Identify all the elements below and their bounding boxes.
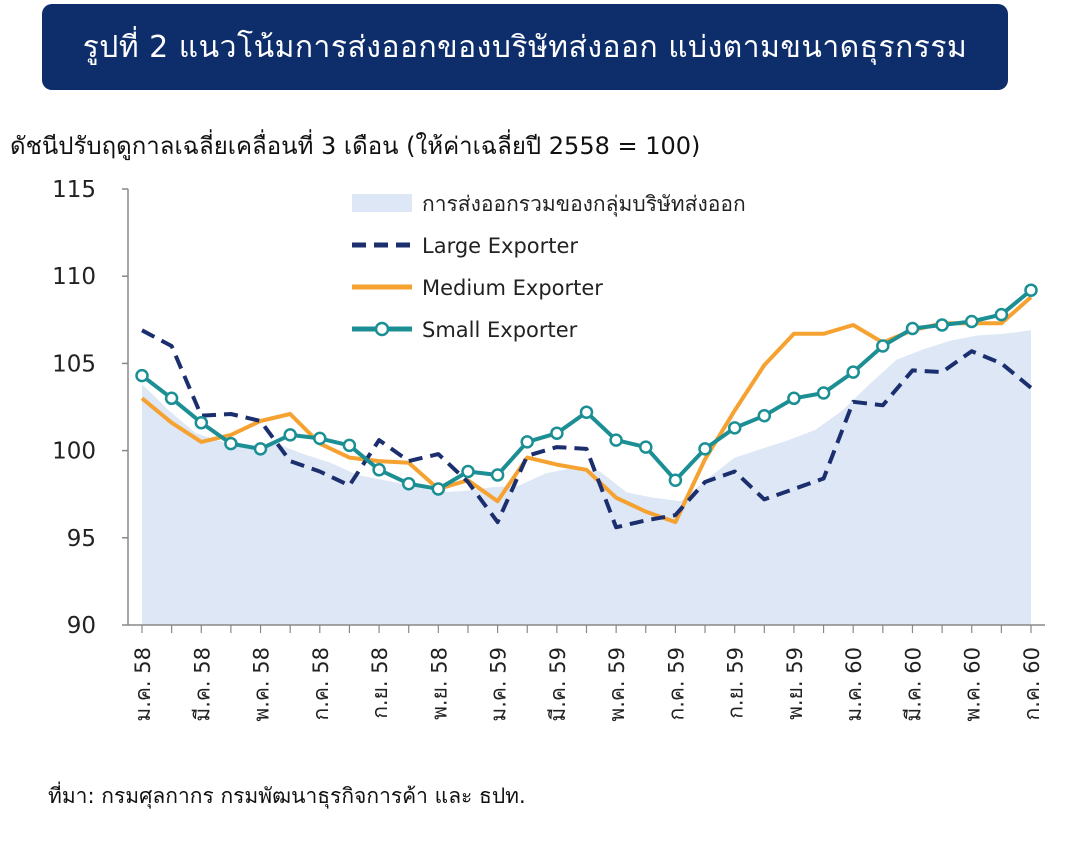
series-small-marker — [372, 463, 386, 477]
x-tick-label: พ.ย. 59 — [783, 647, 807, 720]
series-small-marker — [164, 391, 179, 406]
series-large-line — [141, 328, 1033, 530]
series-small-marker — [1024, 283, 1038, 297]
x-tick-label: พ.ค. 58 — [250, 647, 274, 722]
series-small-marker — [401, 476, 416, 491]
series-small-marker — [253, 442, 268, 456]
x-tick-label: ก.ย. 59 — [724, 647, 748, 719]
chart-title: รูปที่ 2 แนวโน้มการส่งออกของบริษัทส่งออก… — [82, 29, 968, 65]
title-banner: รูปที่ 2 แนวโน้มการส่งออกของบริษัทส่งออก… — [42, 4, 1008, 90]
legend-label: การส่งออกรวมของกลุ่มบริษัทส่งออก — [422, 192, 746, 217]
y-tick-label: 115 — [52, 177, 96, 203]
series-small-marker — [639, 440, 653, 454]
legend-label: Large Exporter — [422, 234, 578, 258]
series-small-marker — [816, 386, 831, 400]
series-small-marker — [520, 435, 534, 449]
series-total-area — [142, 330, 1031, 625]
y-tick-label: 90 — [67, 613, 96, 639]
x-tick-label: ม.ค. 59 — [487, 647, 511, 722]
series-small-marker — [342, 438, 357, 453]
series-small-marker — [609, 433, 623, 447]
x-tick-label: ก.ค. 60 — [1020, 647, 1044, 721]
y-tick-label: 100 — [52, 439, 96, 465]
series-small-marker — [757, 408, 772, 423]
series-small-marker — [876, 339, 890, 353]
x-tick-label: มี.ค. 60 — [902, 647, 926, 722]
series-small-marker — [727, 421, 742, 435]
x-tick-label: ก.ย. 58 — [368, 647, 392, 719]
x-tick-label: มี.ค. 59 — [546, 647, 570, 722]
x-tick-label: ม.ค. 60 — [842, 647, 866, 722]
x-tick-label: ก.ค. 58 — [309, 647, 333, 721]
series-small-marker — [283, 428, 297, 442]
series-small-marker — [224, 436, 238, 451]
series-small-marker — [668, 473, 683, 487]
y-tick-label: 95 — [67, 526, 96, 552]
x-tick-label: พ.ย. 58 — [427, 647, 451, 720]
legend-marker-small — [374, 321, 390, 337]
series-small-marker — [135, 368, 149, 383]
legend-swatch-total — [352, 194, 412, 212]
y-tick-label: 105 — [52, 351, 96, 377]
x-tick-label: ก.ค. 59 — [664, 647, 688, 721]
series-small-marker — [935, 318, 949, 332]
series-small-marker — [698, 442, 712, 456]
legend-label: Medium Exporter — [422, 276, 603, 300]
series-small-marker — [194, 415, 209, 430]
series-small-marker — [579, 405, 594, 419]
series-small-marker — [461, 464, 475, 479]
chart-subtitle: ดัชนีปรับฤดูกาลเฉลี่ยเคลื่อนที่ 3 เดือน … — [10, 132, 701, 160]
x-tick-label: พ.ค. 60 — [961, 647, 985, 722]
source-note: ที่มา: กรมศุลกากร กรมพัฒนาธุรกิจการค้า แ… — [48, 784, 526, 808]
x-tick-label: มี.ค. 58 — [190, 647, 214, 722]
series-small-marker — [313, 431, 327, 446]
series-small-marker — [490, 468, 505, 482]
x-tick-label: พ.ค. 59 — [605, 647, 629, 722]
legend-label: Small Exporter — [422, 318, 578, 342]
series-small-marker — [905, 321, 920, 336]
series-small-marker — [846, 365, 860, 379]
series-small-marker — [964, 314, 979, 329]
series-small-marker — [994, 307, 1009, 322]
series-small-marker — [550, 426, 564, 440]
y-tick-label: 110 — [52, 264, 96, 290]
x-tick-label: ม.ค. 58 — [131, 647, 155, 722]
series-small-marker — [787, 391, 801, 406]
series-small-marker — [431, 482, 446, 496]
